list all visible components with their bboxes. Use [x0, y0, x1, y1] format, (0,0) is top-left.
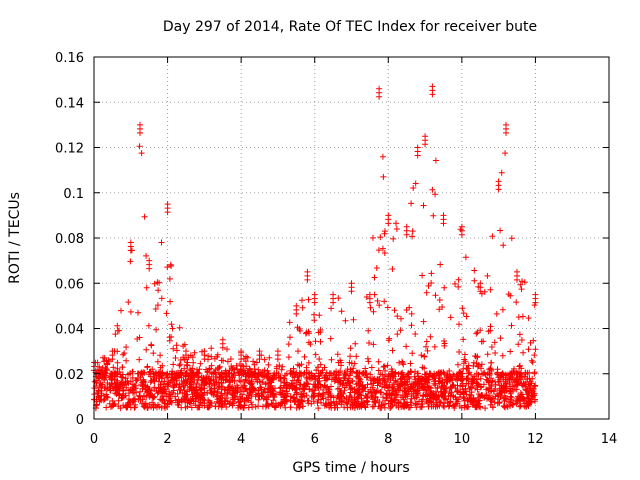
- y-tick-label: 0: [76, 413, 84, 428]
- y-tick-label: 0.04: [55, 323, 84, 338]
- x-tick-label: 14: [601, 432, 618, 447]
- y-tick-label: 0.08: [55, 232, 84, 247]
- chart-title: Day 297 of 2014, Rate Of TEC Index for r…: [163, 19, 537, 35]
- x-tick-label: 6: [311, 432, 319, 447]
- y-tick-label: 0.14: [55, 96, 84, 111]
- y-tick-label: 0.12: [55, 142, 84, 157]
- data-points: [91, 83, 539, 412]
- axis-ticks: 0 2 4 6 8 10 12 14 0 0.02 0.04 0.06 0.08 0.1 0.12 0.14 0…: [55, 51, 617, 447]
- x-tick-label: 0: [90, 432, 98, 447]
- grid: [94, 57, 609, 419]
- y-tick-label: 0.02: [55, 368, 84, 383]
- x-tick-label: 4: [237, 432, 245, 447]
- roti-points: [91, 83, 539, 412]
- y-tick-label: 0.1: [63, 187, 84, 202]
- x-axis-label: GPS time / hours: [292, 460, 409, 476]
- y-tick-label: 0.16: [55, 51, 84, 66]
- y-tick-label: 0.06: [55, 277, 84, 292]
- x-tick-label: 10: [454, 432, 471, 447]
- y-axis-label: ROTI / TECUs: [7, 192, 23, 284]
- x-tick-label: 2: [163, 432, 171, 447]
- x-tick-label: 8: [384, 432, 392, 447]
- x-tick-label: 12: [527, 432, 544, 447]
